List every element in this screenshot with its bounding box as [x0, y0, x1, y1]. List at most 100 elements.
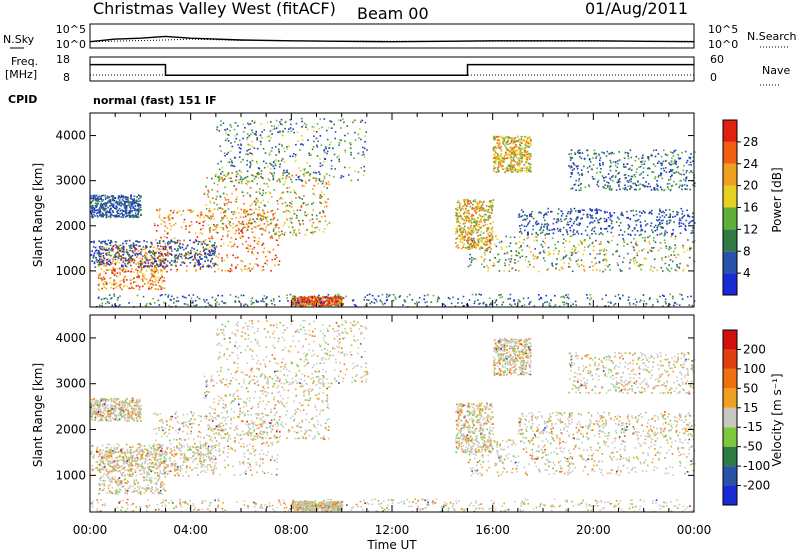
- echo-point: [569, 258, 572, 261]
- echo-point: [529, 213, 531, 216]
- echo-point: [298, 222, 301, 225]
- echo-point: [571, 187, 574, 189]
- echo-point: [650, 225, 652, 227]
- echo-point: [220, 150, 222, 152]
- echo-point: [647, 236, 649, 239]
- echo-point: [163, 245, 166, 248]
- echo-point: [241, 243, 244, 245]
- echo-point: [642, 157, 644, 159]
- echo-point: [247, 247, 249, 249]
- echo-point: [93, 213, 95, 216]
- echo-point: [226, 153, 228, 155]
- echo-point: [492, 147, 495, 149]
- echo-point: [506, 148, 509, 150]
- echo-point: [662, 167, 665, 170]
- echo-point: [630, 169, 633, 171]
- echo-point: [226, 193, 228, 196]
- echo-point: [324, 215, 326, 217]
- echo-point: [591, 261, 593, 263]
- echo-point: [513, 151, 516, 153]
- echo-point: [633, 262, 636, 265]
- echo-point: [112, 245, 115, 247]
- echo-point: [242, 195, 245, 197]
- echo-point: [108, 196, 110, 198]
- echo-point: [248, 248, 251, 250]
- echo-point: [151, 283, 153, 285]
- echo-point: [300, 179, 302, 181]
- echo-point: [583, 270, 586, 272]
- echo-point: [307, 203, 309, 206]
- echo-point: [244, 226, 246, 229]
- echo-point: [96, 200, 99, 202]
- echo-point: [512, 153, 515, 156]
- echo-point: [656, 219, 658, 221]
- echo-point: [569, 266, 571, 268]
- echo-point: [229, 270, 231, 273]
- echo-point: [644, 220, 646, 222]
- echo-point: [213, 202, 215, 204]
- echo-point: [668, 246, 671, 248]
- echo-point: [482, 207, 484, 209]
- echo-point: [489, 222, 492, 225]
- echo-point: [579, 239, 582, 242]
- echo-point: [116, 258, 119, 261]
- echo-point: [684, 225, 687, 228]
- echo-point: [249, 123, 252, 125]
- echo-point: [513, 140, 516, 143]
- echo-point: [625, 177, 627, 179]
- echo-point: [235, 217, 238, 219]
- echo-point: [200, 253, 202, 256]
- echo-point: [138, 277, 140, 279]
- echo-point: [125, 248, 128, 251]
- echo-point: [162, 220, 165, 223]
- echo-point: [670, 170, 672, 173]
- echo-point: [156, 247, 158, 250]
- echo-point: [160, 262, 162, 264]
- echo-point: [114, 201, 117, 204]
- echo-point: [251, 209, 253, 211]
- echo-point: [640, 224, 642, 227]
- echo-point: [305, 204, 307, 206]
- echo-point: [464, 231, 467, 233]
- echo-point: [104, 198, 107, 200]
- echo-point: [230, 237, 233, 239]
- echo-point: [539, 229, 541, 231]
- echo-point: [196, 259, 198, 261]
- echo-point: [180, 255, 182, 258]
- echo-point: [304, 234, 307, 236]
- echo-point: [174, 222, 177, 225]
- echo-point: [605, 155, 608, 157]
- echo-point: [105, 202, 107, 205]
- echo-point: [513, 159, 515, 161]
- echo-point: [138, 203, 140, 205]
- echo-point: [520, 142, 523, 144]
- echo-point: [642, 167, 645, 169]
- echo-point: [336, 295, 338, 298]
- echo-point: [274, 164, 277, 167]
- echo-point: [457, 225, 460, 227]
- echo-point: [676, 264, 678, 266]
- echo-point: [132, 206, 134, 208]
- echo-point: [495, 245, 498, 248]
- echo-point: [640, 268, 642, 271]
- echo-point: [163, 266, 166, 269]
- echo-point: [239, 151, 241, 154]
- echo-point: [616, 243, 619, 246]
- echo-point: [507, 170, 509, 172]
- echo-point: [158, 252, 160, 254]
- echo-point: [154, 276, 157, 279]
- echo-point: [644, 239, 646, 242]
- echo-point: [641, 157, 643, 160]
- echo-point: [463, 220, 465, 222]
- echo-point: [299, 143, 302, 146]
- echo-point: [259, 228, 262, 230]
- echo-point: [246, 164, 248, 166]
- echo-point: [224, 210, 227, 212]
- echo-point: [533, 239, 536, 242]
- echo-point: [469, 247, 472, 250]
- echo-point: [116, 214, 118, 217]
- echo-point: [498, 140, 501, 142]
- echo-point: [118, 284, 121, 287]
- echo-point: [544, 213, 546, 216]
- echo-point: [160, 274, 163, 276]
